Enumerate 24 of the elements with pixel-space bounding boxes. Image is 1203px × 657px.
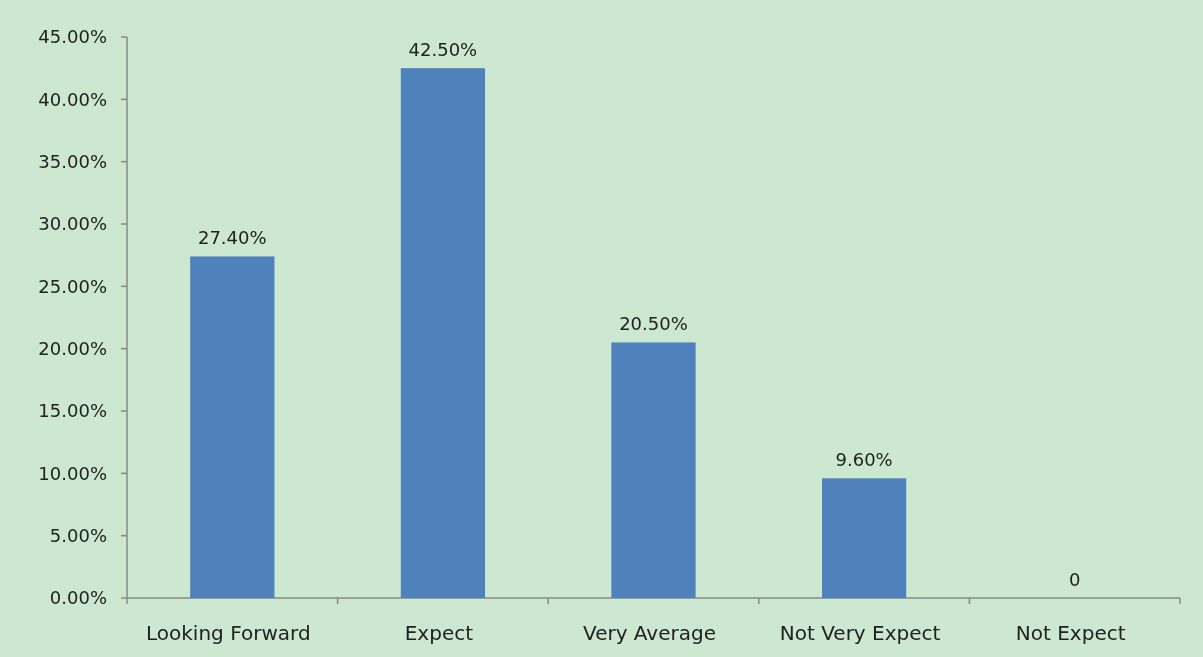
data-label: 20.50%	[619, 313, 688, 335]
y-tick-label: 15.00%	[38, 400, 107, 422]
bar	[190, 256, 275, 598]
data-label: 0	[1068, 569, 1081, 590]
data-label: 27.40%	[197, 227, 267, 249]
y-tick-label: 10.00%	[38, 462, 107, 484]
y-tick-label: 25.00%	[38, 275, 107, 297]
x-tick-label: Expect	[404, 621, 474, 645]
x-tick-label: Not Very Expect	[779, 621, 941, 645]
y-tick-label: 40.00%	[38, 88, 107, 110]
y-tick-label: 5.00%	[49, 524, 107, 546]
y-tick-label: 35.00%	[38, 150, 107, 172]
x-tick-label: Not Expect	[1015, 621, 1126, 645]
y-tick-label: 45.00%	[38, 26, 107, 48]
x-tick-label: Looking Forward	[146, 621, 311, 645]
bar	[821, 478, 907, 598]
y-tick-label: 20.00%	[38, 337, 107, 359]
x-tick-label: Very Average	[583, 621, 716, 645]
data-label: 9.60%	[835, 449, 893, 471]
bar	[611, 342, 696, 598]
bar	[400, 68, 486, 598]
y-tick-label: 0.00%	[49, 587, 107, 609]
y-tick-label: 30.00%	[38, 213, 107, 235]
data-label: 42.50%	[408, 39, 478, 61]
